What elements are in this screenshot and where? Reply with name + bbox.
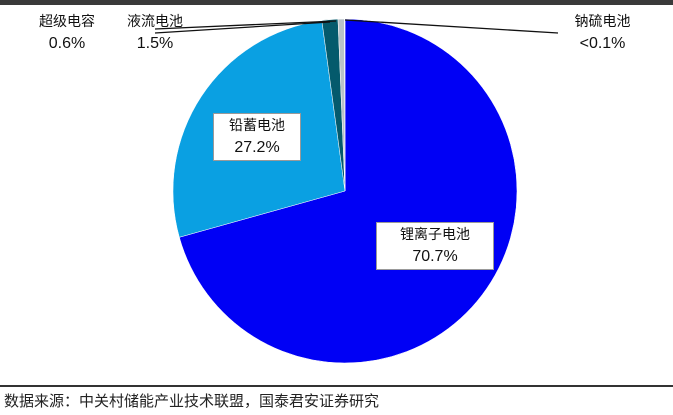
label-name: 锂离子电池	[400, 227, 470, 243]
leader-line-sodium	[344, 19, 559, 34]
label-sodium: 钠硫电池 <0.1%	[555, 12, 650, 54]
label-name: 铅蓄电池	[229, 118, 285, 134]
top-border	[0, 0, 673, 5]
label-name: 钠硫电池	[574, 14, 631, 30]
label-supercap: 超级电容 0.6%	[22, 12, 112, 54]
leader-line-supercap	[154, 20, 337, 30]
leader-line-flow	[154, 21, 331, 34]
pie-slice-0	[179, 18, 518, 364]
label-value: 70.7%	[412, 248, 458, 265]
label-lead-acid: 铅蓄电池 27.2%	[213, 113, 301, 161]
source-note: 数据来源：中关村储能产业技术联盟，国泰君安证券研究	[4, 392, 380, 410]
label-name: 超级电容	[39, 14, 95, 30]
label-lithium: 锂离子电池 70.7%	[376, 222, 494, 270]
label-value: 27.2%	[234, 139, 280, 156]
label-value: 0.6%	[48, 35, 86, 52]
label-value: <0.1%	[579, 35, 626, 52]
label-flow: 液流电池 1.5%	[110, 12, 200, 54]
label-name: 液流电池	[127, 14, 183, 30]
divider	[0, 385, 673, 387]
pie-slice-4	[344, 18, 346, 192]
label-value: 1.5%	[136, 35, 174, 52]
